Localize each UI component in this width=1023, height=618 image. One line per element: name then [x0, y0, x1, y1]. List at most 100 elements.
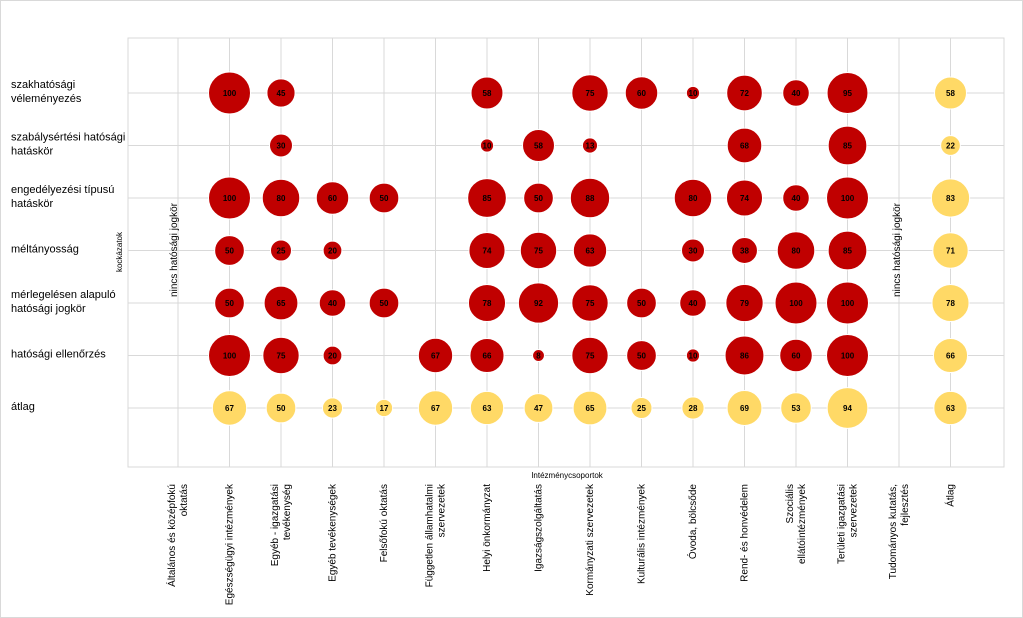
bubble-value-label: 85	[843, 247, 852, 256]
bubble-value-label: 75	[586, 352, 595, 361]
bubble-value-label: 100	[223, 89, 237, 98]
bubble	[931, 283, 970, 323]
bubble	[776, 231, 816, 270]
bubble	[826, 281, 869, 325]
bubble	[468, 231, 506, 270]
bubble	[269, 133, 293, 158]
bubble-layer: 100 45 58 75 60 10 72 40 95 58 30 10 58 13 68 85 22 100 80…	[208, 71, 971, 429]
bubble-value-label: 67	[225, 404, 234, 413]
bubble-value-label: 50	[277, 404, 286, 413]
category-label: Rend- és honvédelem	[740, 484, 751, 582]
bubble	[368, 287, 400, 319]
bubble	[673, 178, 713, 218]
bubble	[624, 76, 659, 110]
bubble	[581, 137, 599, 154]
bubble	[315, 181, 350, 215]
row-label: átlag	[11, 401, 35, 413]
bubble	[933, 390, 968, 426]
category-label: Kulturális intézmények	[637, 483, 648, 584]
bubble-value-label: 40	[792, 89, 801, 98]
category-label: Egyéb tevékenységek	[328, 483, 339, 582]
bubble	[467, 283, 507, 323]
bubble-value-label: 40	[328, 299, 337, 308]
category-label: Egészségügyi intézmények	[225, 483, 236, 605]
bubble	[571, 336, 609, 375]
bubble-value-label: 50	[637, 352, 646, 361]
bubble	[469, 390, 505, 426]
bubble-value-label: 60	[637, 89, 646, 98]
bubble	[417, 390, 454, 426]
bubble	[532, 349, 545, 362]
bubble-value-label: 74	[483, 247, 492, 256]
bubble	[827, 125, 868, 166]
bubble-value-label: 88	[586, 194, 595, 203]
bubble	[779, 338, 813, 373]
bubble	[626, 340, 657, 371]
bubble-value-label: 30	[277, 142, 286, 151]
bubble-value-label: 60	[792, 352, 801, 361]
bubble	[930, 178, 971, 218]
bubble-value-label: 53	[792, 404, 801, 413]
category-label: Szociálisellátóintézmények	[785, 483, 808, 564]
bubble-value-label: 40	[792, 194, 801, 203]
bubble	[932, 337, 969, 374]
bubble-value-label: 78	[483, 299, 492, 308]
bubble	[940, 135, 961, 156]
bubble-value-label: 60	[328, 194, 337, 203]
bubble-value-label: 86	[740, 352, 749, 361]
bubble-value-label: 10	[689, 89, 698, 98]
row-label: szakhatósági véleményezés	[11, 79, 82, 105]
bubble-value-label: 74	[740, 194, 749, 203]
bubble	[208, 176, 251, 220]
bubble	[523, 393, 554, 423]
bubble	[726, 127, 763, 164]
category-label: Tudományos kutatás,fejlesztés	[888, 484, 911, 579]
bubble-value-label: 100	[223, 194, 237, 203]
bubble-value-label: 75	[277, 352, 286, 361]
bubble-value-label: 78	[946, 299, 955, 308]
bubble	[571, 74, 609, 112]
bubble-value-label: 8	[536, 352, 541, 361]
bubble	[322, 345, 343, 366]
bubble	[826, 176, 869, 220]
bubble-value-label: 100	[789, 299, 803, 308]
bubble	[208, 334, 251, 377]
row-label: engedélyezési típusú hatáskör	[11, 184, 114, 210]
grid-layer	[127, 37, 1005, 468]
bubble	[681, 238, 705, 263]
bubble	[782, 184, 810, 212]
bubble	[572, 233, 608, 268]
bubble-value-label: 50	[637, 299, 646, 308]
bubble-value-label: 95	[843, 89, 852, 98]
bubble-value-label: 100	[841, 352, 855, 361]
bubble-value-label: 80	[277, 194, 286, 203]
bubble	[261, 178, 301, 218]
bubble-value-label: 100	[841, 194, 855, 203]
bubble	[523, 182, 554, 214]
bubble	[572, 390, 608, 426]
bubble-value-label: 17	[380, 404, 389, 413]
bubble-value-label: 50	[380, 299, 389, 308]
bubble-value-label: 50	[225, 247, 234, 256]
bubble	[934, 76, 967, 110]
bubble	[626, 287, 657, 319]
bubble	[214, 235, 245, 266]
bubble	[265, 392, 297, 424]
bubble	[725, 179, 764, 217]
bubble-value-label: 72	[740, 89, 749, 98]
bubble-value-label: 83	[946, 194, 955, 203]
row-label: méltányosság	[11, 244, 79, 256]
bubble	[479, 138, 495, 153]
bubble	[214, 287, 245, 319]
category-label: Területi igazgatásiszervezetek	[837, 483, 860, 564]
bubble-value-label: 65	[277, 299, 286, 308]
bubble-value-label: 92	[534, 299, 543, 308]
bubble-value-label: 45	[277, 89, 286, 98]
bubble	[522, 129, 555, 162]
note-left: nincs hatósági jogkör	[169, 202, 180, 297]
bubble	[630, 397, 653, 419]
bubble	[569, 177, 611, 219]
bubble-value-label: 50	[225, 299, 234, 308]
bubble	[725, 283, 764, 323]
